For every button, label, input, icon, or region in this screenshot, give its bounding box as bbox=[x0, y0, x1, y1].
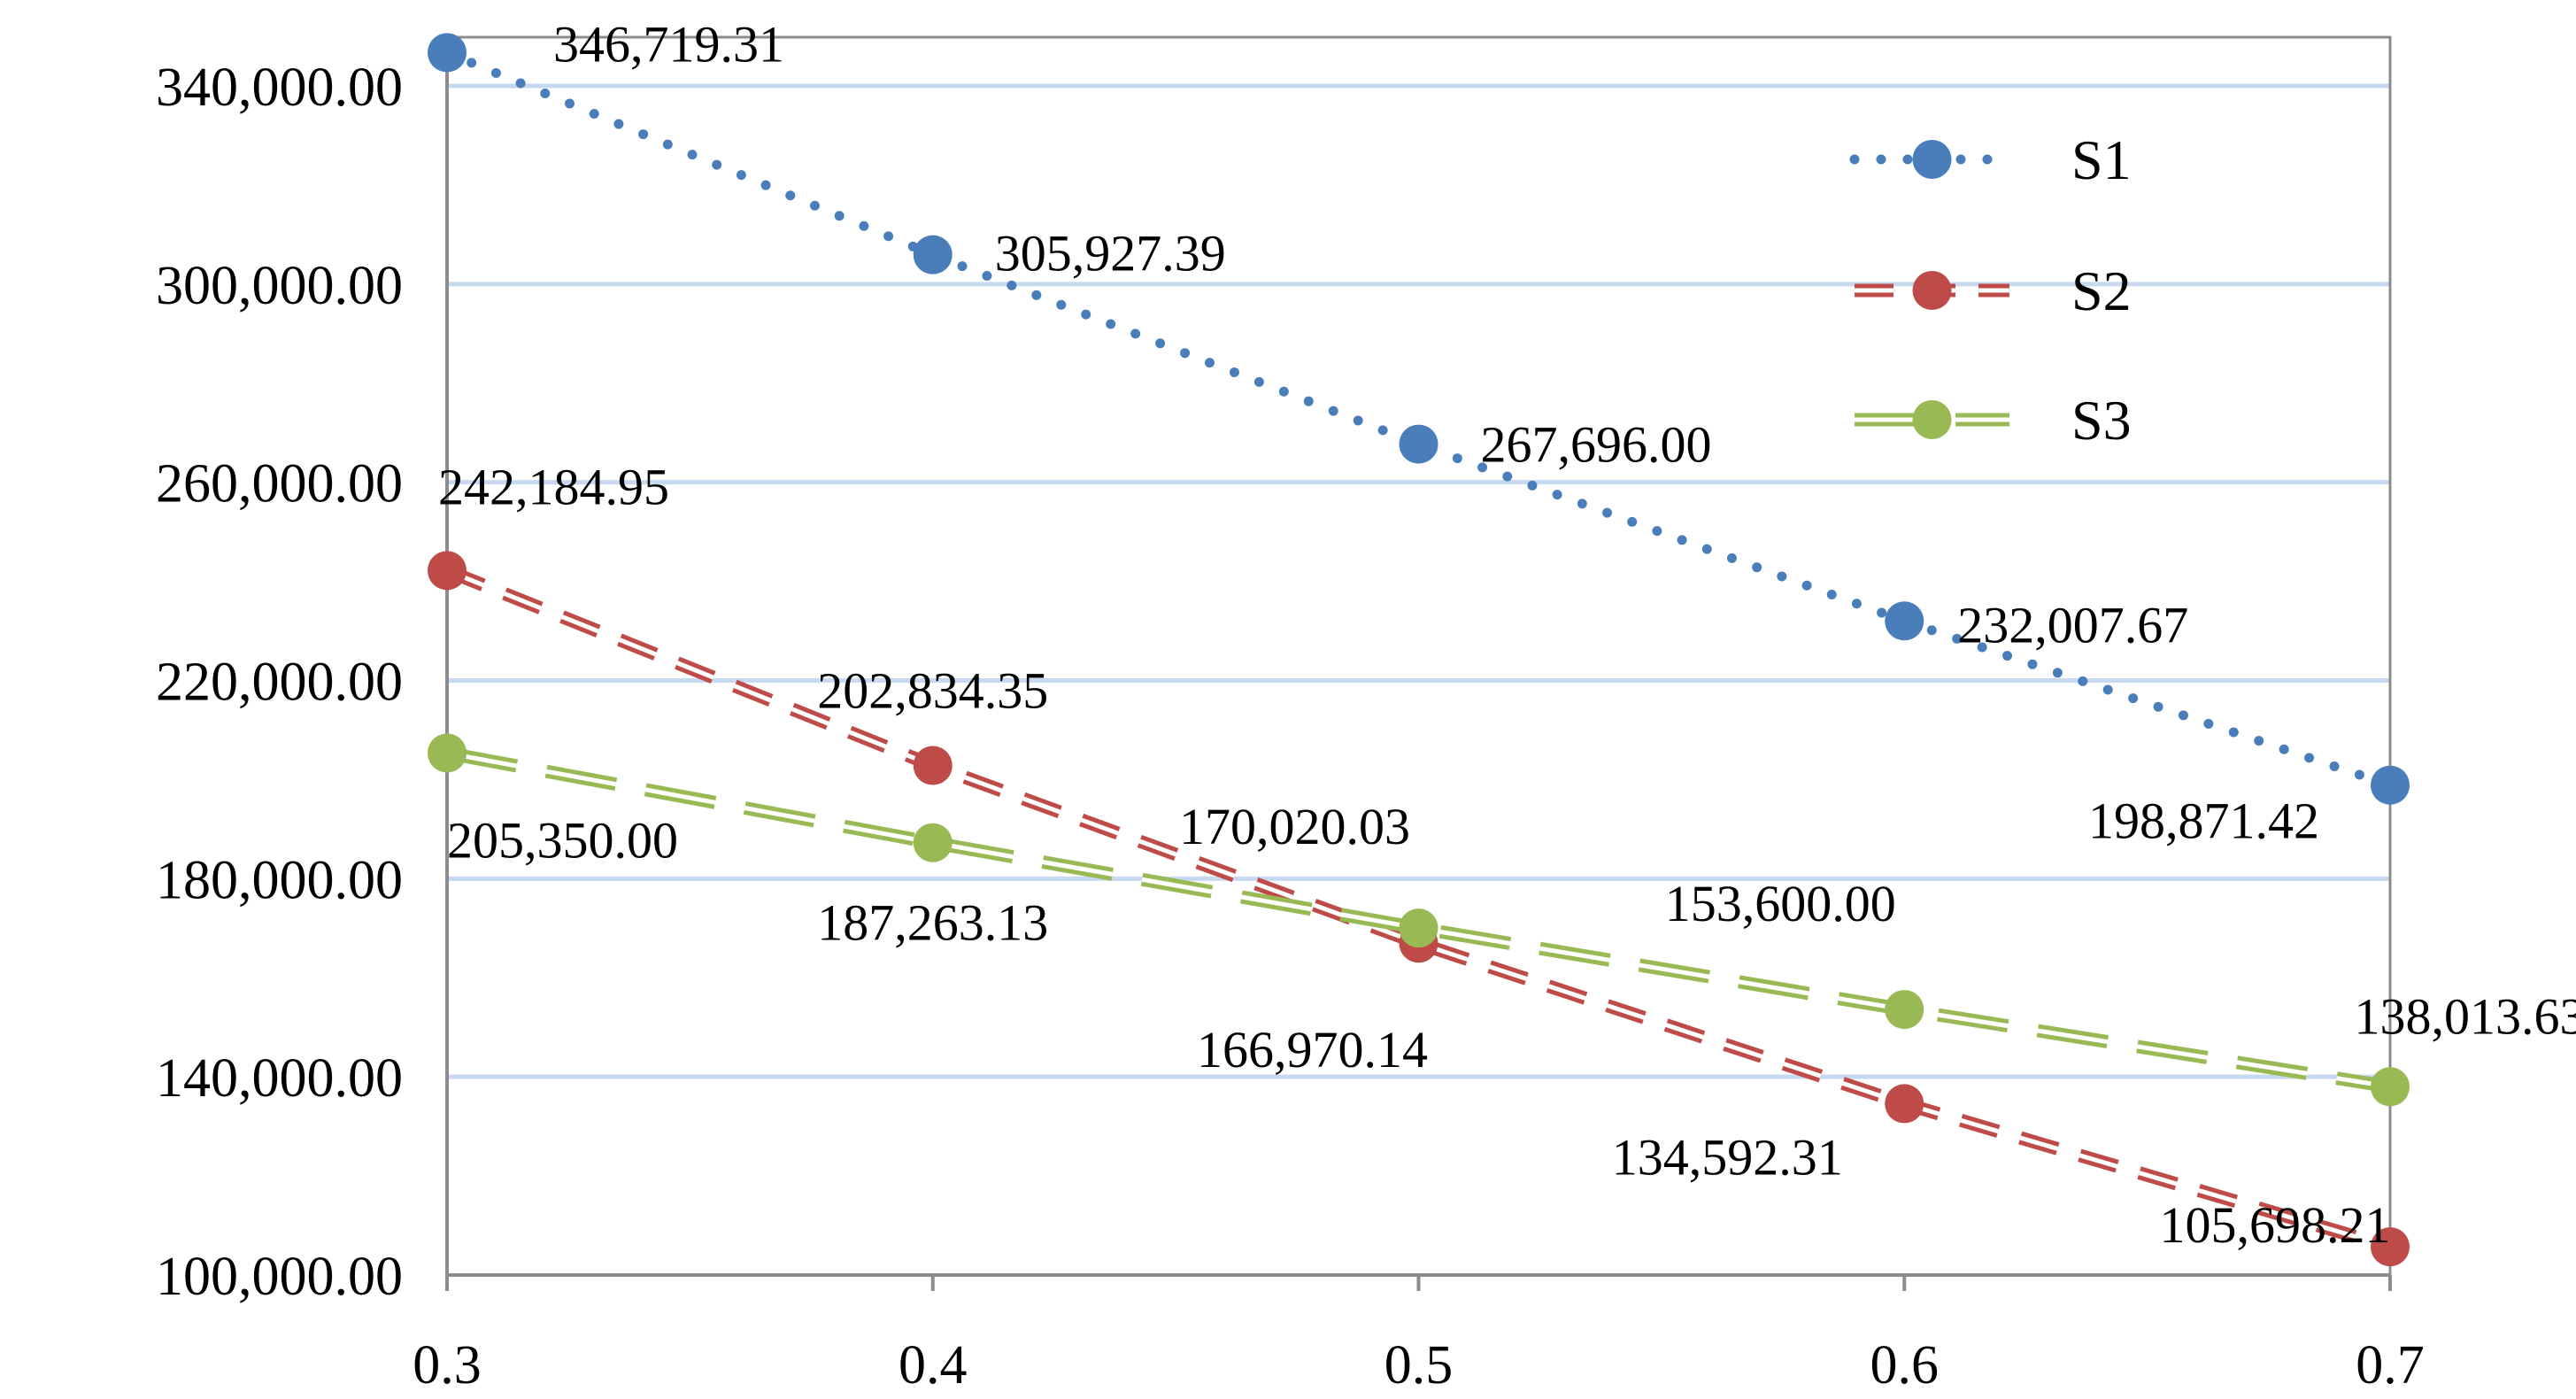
data-label-s1: 198,871.42 bbox=[2088, 792, 2319, 850]
y-tick-label: 340,000.00 bbox=[156, 58, 403, 118]
data-label-s3: 170,020.03 bbox=[1179, 798, 1410, 855]
data-label-s2: 105,698.21 bbox=[2160, 1196, 2391, 1254]
data-label-s3: 205,350.00 bbox=[447, 811, 678, 869]
legend-item-s1: S1 bbox=[1849, 128, 2132, 191]
data-label-s1: 305,927.39 bbox=[995, 225, 1226, 282]
legend-marker bbox=[1912, 140, 1952, 179]
y-tick-label: 260,000.00 bbox=[156, 454, 403, 514]
data-label-s2: 166,970.14 bbox=[1197, 1021, 1428, 1078]
x-tick-label: 0.3 bbox=[413, 1335, 482, 1395]
series-lines bbox=[428, 33, 2410, 1267]
y-tick-label: 100,000.00 bbox=[156, 1247, 403, 1307]
legend-item-s3: S3 bbox=[1855, 389, 2132, 452]
x-tick-label: 0.4 bbox=[899, 1335, 968, 1395]
legend-label: S3 bbox=[2071, 389, 2132, 452]
data-label-s1: 232,007.67 bbox=[1957, 596, 2188, 653]
axes: 100,000.00 140,000.00 180,000.00 220,000.00… bbox=[156, 35, 2425, 1395]
plot-area-border bbox=[445, 35, 2392, 1277]
data-label-s3: 138,013.63 bbox=[2355, 987, 2576, 1045]
data-label-s2: 134,592.31 bbox=[1612, 1128, 1843, 1186]
data-point-s1 bbox=[2371, 765, 2410, 805]
data-label-s2: 242,184.95 bbox=[438, 458, 669, 515]
x-tick-label: 0.6 bbox=[1870, 1335, 1940, 1395]
data-label-s3: 187,263.13 bbox=[817, 894, 1048, 952]
series-line-s3 bbox=[445, 746, 2392, 1094]
data-point-s2 bbox=[428, 551, 467, 591]
data-point-s3 bbox=[1885, 990, 1924, 1030]
legend-label: S1 bbox=[2071, 128, 2132, 191]
data-point-s2 bbox=[1885, 1084, 1924, 1124]
data-label-s2: 202,834.35 bbox=[817, 662, 1048, 720]
data-point-s2 bbox=[913, 746, 953, 785]
data-point-s1 bbox=[1885, 601, 1924, 641]
data-labels: 346,719.31 305,927.39 267,696.00 232,007.67… bbox=[438, 15, 2576, 1254]
legend-item-s2: S2 bbox=[1855, 259, 2132, 322]
data-point-s3 bbox=[2371, 1067, 2410, 1107]
legend-marker bbox=[1912, 400, 1952, 439]
x-tick-label: 0.7 bbox=[2356, 1335, 2425, 1395]
data-point-s3 bbox=[913, 823, 953, 862]
data-point-s1 bbox=[428, 33, 467, 73]
data-label-s3: 153,600.00 bbox=[1665, 875, 1896, 932]
data-point-s3 bbox=[428, 733, 467, 773]
y-tick-label: 140,000.00 bbox=[156, 1048, 403, 1109]
gridlines bbox=[447, 83, 2390, 1079]
data-point-s3 bbox=[1399, 908, 1438, 948]
y-tick-label: 220,000.00 bbox=[156, 653, 403, 713]
data-point-s2 bbox=[2371, 1227, 2410, 1267]
data-label-s1: 267,696.00 bbox=[1481, 416, 1712, 474]
legend: S1 S2 S3 bbox=[1849, 128, 2132, 452]
legend-marker bbox=[1912, 271, 1952, 310]
y-tick-label: 300,000.00 bbox=[156, 256, 403, 316]
y-tick-label: 180,000.00 bbox=[156, 850, 403, 910]
data-label-s1: 346,719.31 bbox=[553, 15, 784, 73]
x-tick-label: 0.5 bbox=[1384, 1335, 1454, 1395]
legend-label: S2 bbox=[2071, 259, 2132, 322]
data-point-s1 bbox=[1399, 424, 1438, 464]
data-point-s1 bbox=[913, 235, 953, 274]
